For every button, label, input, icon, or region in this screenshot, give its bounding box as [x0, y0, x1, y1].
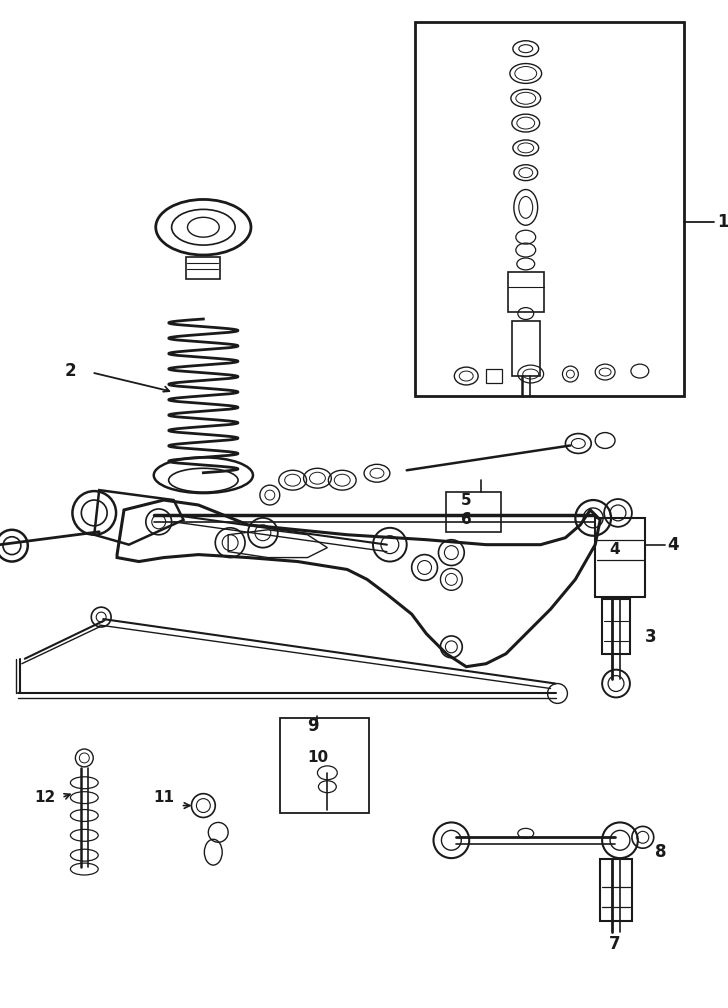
Text: 4: 4 [668, 535, 679, 553]
Text: 3: 3 [645, 628, 657, 646]
Text: 9: 9 [307, 718, 319, 735]
Bar [602, 599, 630, 654]
Bar [508, 272, 544, 311]
Bar [596, 518, 645, 598]
Text: 11: 11 [154, 790, 175, 805]
Text: 7: 7 [609, 935, 621, 954]
Text: 1: 1 [717, 214, 728, 231]
Bar [486, 369, 502, 383]
Bar [186, 257, 221, 279]
Bar [280, 719, 369, 812]
Text: 12: 12 [35, 790, 56, 805]
Text: 10: 10 [307, 750, 328, 765]
Bar [512, 322, 539, 376]
Text: 6: 6 [462, 512, 472, 527]
Bar [446, 492, 501, 532]
Text: 5: 5 [462, 493, 472, 508]
Bar [600, 859, 632, 920]
Text: 8: 8 [654, 843, 666, 861]
Text: 2: 2 [65, 362, 76, 380]
Text: 4: 4 [610, 542, 620, 557]
